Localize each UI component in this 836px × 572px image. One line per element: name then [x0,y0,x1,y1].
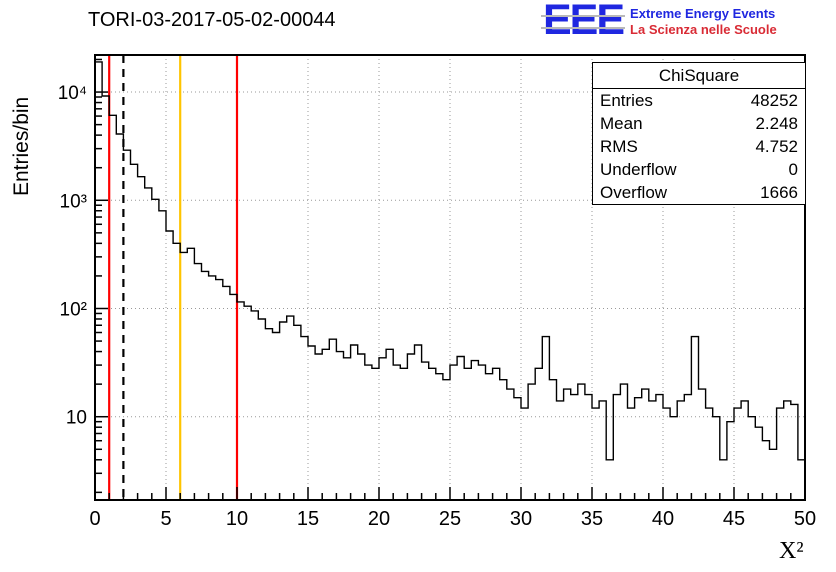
stats-label: Overflow [600,183,668,202]
stats-box-title: ChiSquare [593,63,805,89]
histogram [95,61,805,461]
x-tick-label: 20 [368,508,390,530]
cut-lines [108,55,239,500]
eee-logo-text: EEE [543,0,625,44]
histogram-step-line [95,61,805,461]
plot-title: TORI-03-2017-05-02-00044 [88,9,336,31]
stats-label: Underflow [600,160,677,179]
stats-row-underflow: Underflow 0 [593,158,805,181]
y-axis-label: Entries/bin [10,96,33,196]
x-tick-label: 35 [581,508,603,530]
stats-row-mean: Mean 2.248 [593,112,805,135]
logo-track-line [541,27,626,29]
stats-row-rms: RMS 4.752 [593,135,805,158]
x-tick-label: 0 [89,508,100,530]
x-tick-label: 30 [510,508,532,530]
stats-row-overflow: Overflow 1666 [593,181,805,204]
stats-label: RMS [600,137,638,156]
eee-logo: EEE Extreme Energy Events La Scienza nel… [541,0,777,42]
eee-logo-caption-it: La Scienza nelle Scuole [630,22,777,38]
stats-label: Mean [600,114,643,133]
eee-logo-captions: Extreme Energy Events La Scienza nelle S… [630,2,777,39]
logo-track-line [541,15,626,17]
y-tick-label: 10³ [60,191,87,212]
stats-value: 1666 [760,183,798,202]
stats-value: 0 [788,160,798,179]
y-tick-label: 10⁴ [58,83,87,104]
stats-value: 4.752 [755,137,798,156]
stats-box: ChiSquare Entries 48252 Mean 2.248 RMS 4… [592,62,806,205]
stats-label: Entries [600,91,653,110]
x-tick-label: 40 [652,508,674,530]
stats-row-entries: Entries 48252 [593,89,805,112]
x-tick-label: 5 [160,508,171,530]
axis-tick-labels: 0 5 10 15 20 25 30 35 40 45 50 10 10² 10³ 10⁴ [58,83,816,530]
stats-value: 48252 [750,91,798,110]
x-tick-label: 50 [794,508,816,530]
y-tick-label: 10 [66,408,87,429]
y-tick-label: 10² [60,299,87,320]
x-tick-label: 25 [439,508,461,530]
x-axis-label: X² [779,538,804,564]
plot-frame [94,54,806,501]
eee-logo-letters: EEE [541,0,626,42]
x-tick-label: 15 [297,508,319,530]
eee-logo-caption-en: Extreme Energy Events [630,6,776,21]
x-tick-label: 10 [226,508,248,530]
x-tick-label: 45 [723,508,745,530]
stats-value: 2.248 [755,114,798,133]
